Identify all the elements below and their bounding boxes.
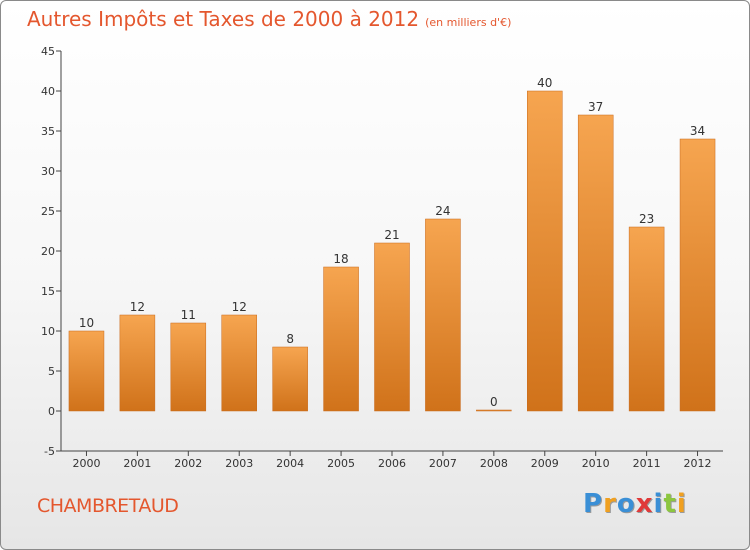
y-tick-label: 25	[41, 205, 55, 218]
y-tick-label: 35	[41, 125, 55, 138]
bar-2008[interactable]	[476, 409, 512, 412]
y-tick-label: 0	[48, 405, 55, 418]
y-tick-label: -5	[44, 445, 55, 458]
bar-2010[interactable]	[577, 114, 614, 412]
y-tick-label: 40	[41, 85, 55, 98]
x-tick-label: 2003	[225, 457, 253, 470]
logo-letter: P	[583, 489, 604, 519]
data-label-2008: 0	[490, 395, 498, 409]
x-tick-label: 2010	[582, 457, 610, 470]
y-tick-label: 5	[48, 365, 55, 378]
bar-2005[interactable]	[323, 266, 359, 412]
x-tick-label: 2002	[174, 457, 202, 470]
data-label-2005: 18	[333, 252, 348, 266]
data-label-2000: 10	[79, 316, 94, 330]
chart-subtitle: (en milliers d'€)	[425, 16, 512, 29]
x-tick-label: 2001	[123, 457, 151, 470]
y-tick-label: 10	[41, 325, 55, 338]
data-label-2003: 12	[232, 300, 247, 314]
x-tick-label: 2012	[684, 457, 712, 470]
x-tick-label: 2011	[633, 457, 661, 470]
bar-2000[interactable]	[68, 330, 105, 412]
bar-2006[interactable]	[374, 242, 410, 412]
logo-letter: o	[616, 489, 636, 519]
bar-2003[interactable]	[221, 314, 257, 412]
chart-title-text: Autres Impôts et Taxes de 2000 à 2012	[27, 7, 420, 31]
x-tick-label: 2004	[276, 457, 304, 470]
data-label-2001: 12	[130, 300, 145, 314]
y-tick-label: 15	[41, 285, 55, 298]
data-label-2007: 24	[435, 204, 450, 218]
logo-letter: t	[663, 489, 677, 519]
x-tick-label: 2005	[327, 457, 355, 470]
bar-2011[interactable]	[628, 226, 665, 412]
bar-2002[interactable]	[170, 322, 207, 412]
bar-2004[interactable]	[272, 346, 308, 412]
x-tick-label: 2000	[72, 457, 100, 470]
logo-letter: i	[676, 489, 687, 519]
data-label-2012: 34	[690, 124, 705, 138]
proxiti-logo[interactable]: Proxiti	[583, 489, 687, 519]
x-tick-label: 2009	[531, 457, 559, 470]
bar-2012[interactable]	[679, 138, 716, 412]
chart-title: Autres Impôts et Taxes de 2000 à 2012 (en…	[27, 7, 511, 31]
data-label-2002: 11	[181, 308, 196, 322]
data-label-2009: 40	[537, 76, 552, 90]
data-label-2004: 8	[286, 332, 294, 346]
y-tick-label: 20	[41, 245, 55, 258]
town-name: CHAMBRETAUD	[37, 495, 179, 517]
data-label-2006: 21	[384, 228, 399, 242]
x-tick-label: 2008	[480, 457, 508, 470]
bar-2007[interactable]	[425, 218, 461, 412]
y-tick-label: 30	[41, 165, 55, 178]
logo-letter: i	[653, 489, 664, 519]
x-tick-label: 2006	[378, 457, 406, 470]
y-tick-label: 45	[41, 45, 55, 58]
logo-letter: x	[635, 489, 654, 519]
logo-letter: r	[603, 489, 617, 519]
bar-2009[interactable]	[527, 90, 563, 412]
data-label-2010: 37	[588, 100, 603, 114]
bar-2001[interactable]	[119, 314, 156, 412]
data-label-2011: 23	[639, 212, 654, 226]
x-tick-label: 2007	[429, 457, 457, 470]
